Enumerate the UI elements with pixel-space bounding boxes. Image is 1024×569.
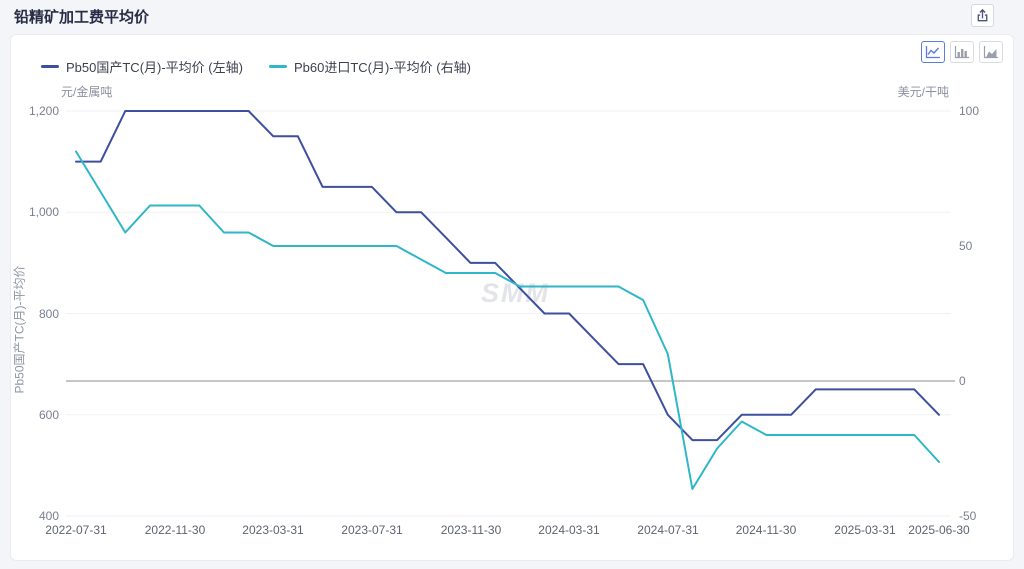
legend-marker-pb50 <box>41 65 59 68</box>
x-axis-tick-label: 2024-03-31 <box>538 523 600 537</box>
page-title: 铅精矿加工费平均价 <box>14 9 150 26</box>
bar-chart-icon <box>954 46 969 59</box>
area-chart-icon <box>983 46 998 59</box>
x-axis-tick-label: 2023-11-30 <box>440 523 502 537</box>
left-axis-tick-label: 1,200 <box>28 104 59 118</box>
left-axis-tick-label: 800 <box>38 307 59 321</box>
left-axis-unit: 元/金属吨 <box>61 85 113 99</box>
right-axis-tick-label: 100 <box>959 104 980 118</box>
x-axis-tick-label: 2023-07-31 <box>341 523 403 537</box>
chart-card: Pb50国产TC(月)-平均价 (左轴) Pb60进口TC(月)-平均价 (右轴… <box>10 34 1014 561</box>
series-line-1 <box>75 150 940 490</box>
right-axis-tick-label: 50 <box>959 239 973 253</box>
export-button[interactable] <box>971 4 994 27</box>
chart-type-bar-button[interactable] <box>950 41 974 63</box>
legend-item-pb60[interactable]: Pb60进口TC(月)-平均价 (右轴) <box>268 57 471 76</box>
chart-canvas[interactable] <box>11 35 1015 562</box>
right-axis-unit: 美元/干吨 <box>897 85 949 99</box>
left-axis-tick-label: 600 <box>38 408 59 422</box>
line-chart-icon <box>925 46 940 59</box>
x-axis-tick-label: 2025-06-30 <box>908 523 970 537</box>
left-axis-tick-label: 1,000 <box>28 205 59 219</box>
legend-label-pb60: Pb60进口TC(月)-平均价 (右轴) <box>293 60 471 75</box>
x-axis-tick-label: 2024-07-31 <box>637 523 699 537</box>
right-axis-tick-label: 0 <box>959 374 966 388</box>
legend-item-pb50[interactable]: Pb50国产TC(月)-平均价 (左轴) <box>41 57 243 76</box>
x-axis-tick-label: 2023-03-31 <box>242 523 304 537</box>
x-axis-tick-label: 2025-03-31 <box>834 523 896 537</box>
x-axis-tick-label: 2022-07-31 <box>45 523 107 537</box>
export-icon <box>977 8 988 22</box>
chart-type-line-button[interactable] <box>921 41 945 63</box>
left-axis-tick-label: 400 <box>38 509 59 523</box>
top-bar: 铅精矿加工费平均价 <box>0 0 1024 32</box>
chart-type-toolbar <box>921 41 1003 63</box>
series-line-0 <box>75 110 940 442</box>
legend: Pb50国产TC(月)-平均价 (左轴) Pb60进口TC(月)-平均价 (右轴… <box>41 57 471 76</box>
chart-type-area-button[interactable] <box>979 41 1003 63</box>
x-axis-tick-label: 2024-11-30 <box>735 523 797 537</box>
x-axis-tick-label: 2022-11-30 <box>144 523 206 537</box>
legend-marker-pb60 <box>268 65 287 68</box>
legend-label-pb50: Pb50国产TC(月)-平均价 (左轴) <box>66 60 243 75</box>
right-axis-tick-label: -50 <box>959 509 977 523</box>
